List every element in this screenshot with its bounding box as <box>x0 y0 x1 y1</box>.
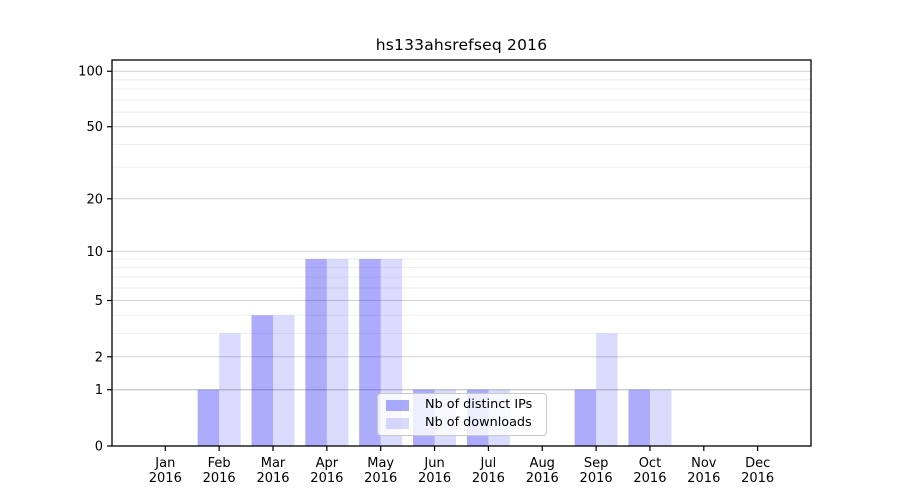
x-tick-label: Sep 2016 <box>580 456 613 486</box>
bar-nb-of-downloads-apr-2016 <box>326 259 349 446</box>
x-tick-label: Oct 2016 <box>633 456 666 486</box>
x-tick-label: Mar 2016 <box>256 456 289 486</box>
y-tick-label: 10 <box>86 245 103 260</box>
x-tick-label: Nov 2016 <box>687 456 720 486</box>
x-tick-label: May 2016 <box>364 456 397 486</box>
bar-nb-of-downloads-mar-2016 <box>273 315 295 446</box>
x-tick-label: Apr 2016 <box>310 456 343 486</box>
bar-nb-of-downloads-feb-2016 <box>219 333 241 446</box>
bar-nb-of-downloads-sep-2016 <box>596 333 618 446</box>
bar-nb-of-distinct-ips-oct-2016 <box>628 389 650 446</box>
x-tick-label: Feb 2016 <box>203 456 236 486</box>
plot-border <box>111 59 812 447</box>
y-tick-label: 100 <box>78 65 103 80</box>
y-tick-label: 0 <box>95 440 103 455</box>
x-tick-label: Aug 2016 <box>526 456 559 486</box>
y-tick-label: 1 <box>95 383 103 398</box>
y-tick-label: 5 <box>95 294 103 309</box>
bar-nb-of-distinct-ips-may-2016 <box>359 259 381 446</box>
bar-nb-of-distinct-ips-apr-2016 <box>305 259 327 446</box>
bar-nb-of-downloads-oct-2016 <box>649 389 672 446</box>
y-tick-label: 50 <box>86 120 103 135</box>
legend: Nb of distinct IPs Nb of downloads <box>377 393 547 436</box>
legend-swatch-downloads-icon <box>386 417 409 429</box>
legend-label-distinct-ips: Nb of distinct IPs <box>425 397 533 413</box>
legend-swatch-distinct-ips-icon <box>386 400 409 412</box>
x-tick-label: Jan 2016 <box>149 456 182 486</box>
x-tick-label: Jul 2016 <box>472 456 505 486</box>
legend-item-downloads: Nb of downloads <box>386 415 539 430</box>
chart-title: hs133ahsrefseq 2016 <box>375 36 548 54</box>
bar-nb-of-distinct-ips-feb-2016 <box>197 389 220 446</box>
bar-nb-of-distinct-ips-mar-2016 <box>251 315 273 446</box>
y-tick-label: 20 <box>86 192 103 207</box>
legend-item-distinct-ips: Nb of distinct IPs <box>386 397 539 413</box>
x-tick-label: Jun 2016 <box>418 456 451 486</box>
y-tick-label: 2 <box>95 350 103 365</box>
x-tick-label: Dec 2016 <box>741 456 774 486</box>
legend-label-downloads: Nb of downloads <box>425 415 532 430</box>
bar-nb-of-distinct-ips-sep-2016 <box>574 389 597 446</box>
